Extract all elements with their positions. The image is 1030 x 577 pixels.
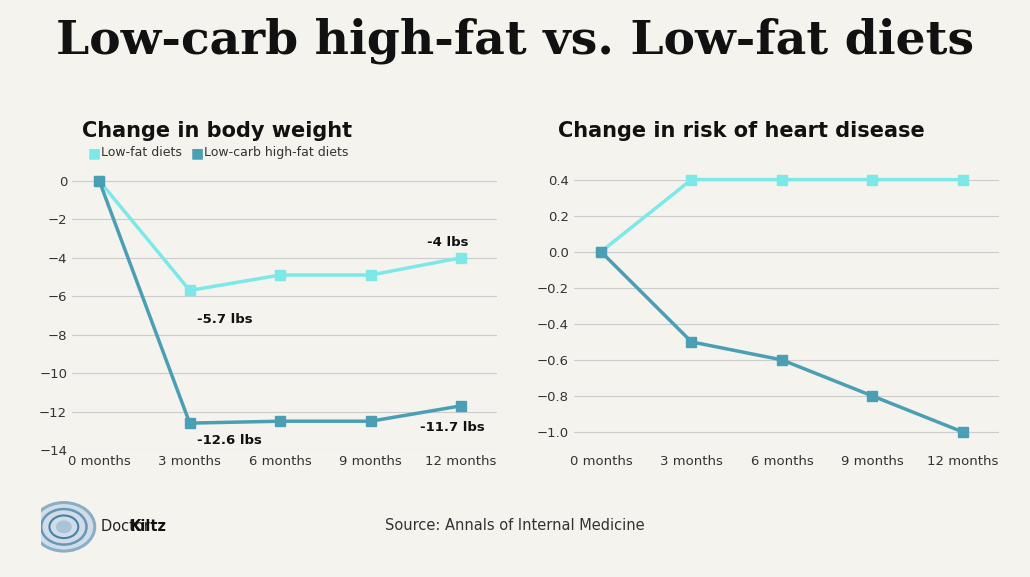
Text: -12.6 lbs: -12.6 lbs — [197, 434, 262, 447]
Text: ■: ■ — [88, 146, 101, 160]
Text: Change in body weight: Change in body weight — [82, 121, 352, 141]
Text: Low-fat diets: Low-fat diets — [101, 147, 182, 159]
Text: Change in risk of heart disease: Change in risk of heart disease — [558, 121, 925, 141]
Text: Source: Annals of Internal Medicine: Source: Annals of Internal Medicine — [385, 518, 645, 533]
Circle shape — [57, 521, 71, 533]
Circle shape — [33, 503, 95, 551]
Text: -5.7 lbs: -5.7 lbs — [197, 313, 252, 326]
Text: -11.7 lbs: -11.7 lbs — [420, 421, 485, 434]
Text: Low-carb high-fat vs. Low-fat diets: Low-carb high-fat vs. Low-fat diets — [56, 17, 974, 64]
Text: Kiltz: Kiltz — [130, 519, 166, 534]
Text: Low-carb high-fat diets: Low-carb high-fat diets — [204, 147, 348, 159]
Text: ■: ■ — [191, 146, 204, 160]
Text: Doctor: Doctor — [101, 519, 154, 534]
Text: -4 lbs: -4 lbs — [426, 236, 469, 249]
